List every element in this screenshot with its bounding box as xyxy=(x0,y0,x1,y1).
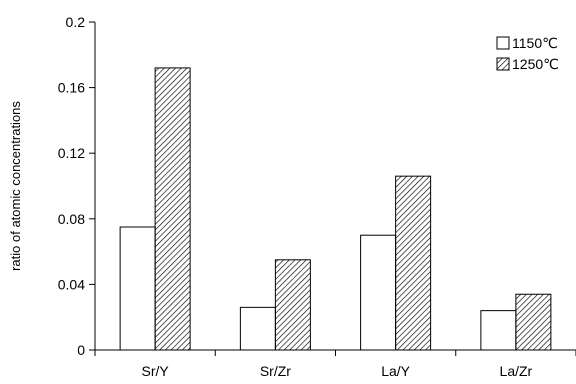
bars xyxy=(119,67,552,351)
bar-1150-sr-y xyxy=(119,226,156,351)
legend-label-1150: 1150℃ xyxy=(512,35,558,51)
y-tick-label: 0.16 xyxy=(58,80,85,96)
x-tick-label: La/Zr xyxy=(500,363,533,379)
bar-1150-sr-zr xyxy=(239,306,276,351)
y-tick-label: 0.2 xyxy=(66,14,86,30)
bar-1250-la-y xyxy=(395,175,432,351)
y-axis-label: ratio of atomic concentrations xyxy=(8,101,23,271)
bar-1250-sr-zr xyxy=(274,259,311,351)
y-tick-label: 0 xyxy=(77,342,85,358)
legend: 1150℃ 1250℃ xyxy=(496,35,559,72)
y-axis: 0 0.04 0.08 0.12 0.16 0.2 xyxy=(58,14,96,358)
x-tick-label: La/Y xyxy=(381,363,410,379)
x-axis: Sr/Y Sr/Zr La/Y La/Zr xyxy=(94,349,576,379)
legend-swatch-1150 xyxy=(496,36,510,50)
y-tick-label: 0.08 xyxy=(58,211,85,227)
x-tick-label: Sr/Zr xyxy=(260,363,291,379)
legend-swatch-1250 xyxy=(496,57,510,71)
bar-1150-la-zr xyxy=(480,310,517,351)
bar-1250-sr-y xyxy=(154,67,191,351)
y-tick-label: 0.12 xyxy=(58,145,85,161)
bar-1250-la-zr xyxy=(515,293,552,351)
x-tick-label: Sr/Y xyxy=(142,363,170,379)
y-tick-label: 0.04 xyxy=(58,276,85,292)
bar-1150-la-y xyxy=(360,234,397,351)
legend-label-1250: 1250℃ xyxy=(512,56,559,72)
